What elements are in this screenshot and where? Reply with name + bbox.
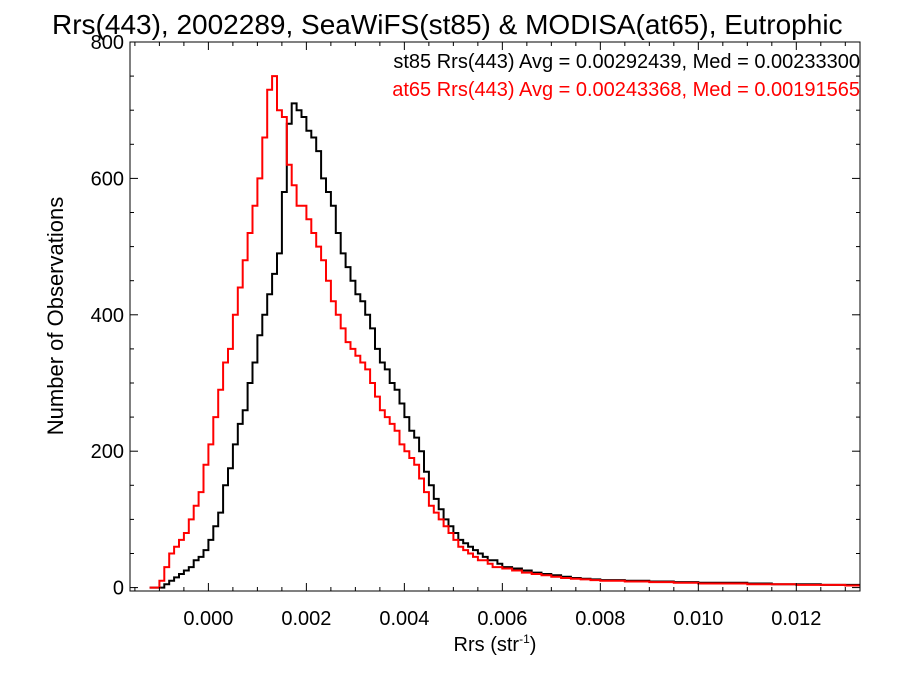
x-tick-label: 0.012 xyxy=(771,608,821,630)
y-axis-label: Number of Observations xyxy=(43,197,68,435)
series-layer xyxy=(149,75,860,589)
x-tick-label: 0.006 xyxy=(477,608,527,630)
x-tick-label: 0.004 xyxy=(379,608,429,630)
y-axis: 0 200 400 600 800 xyxy=(91,32,860,600)
y-tick-label: 800 xyxy=(91,32,124,54)
x-axis-label: Rrs (str-1) xyxy=(454,632,537,656)
y-tick-label: 400 xyxy=(91,305,124,327)
x-tick-label: 0.000 xyxy=(183,608,233,630)
series-st85-line xyxy=(149,102,860,589)
y-tick-label: 600 xyxy=(91,168,124,190)
chart-title: Rrs(443), 2002289, SeaWiFS(st85) & MODIS… xyxy=(52,9,843,40)
y-tick-label: 200 xyxy=(91,441,124,463)
x-tick-label: 0.002 xyxy=(281,608,331,630)
plot-frame xyxy=(129,41,861,592)
x-tick-label: 0.010 xyxy=(673,608,723,630)
x-axis: 0.000 0.002 0.004 0.006 0.008 0.010 0.012 xyxy=(134,42,846,630)
x-tick-label: 0.008 xyxy=(575,608,625,630)
y-tick-label: 0 xyxy=(113,578,124,600)
series-at65-line xyxy=(149,75,860,589)
annotation-st85: st85 Rrs(443) Avg = 0.00292439, Med = 0.… xyxy=(393,51,860,73)
annotation-at65: at65 Rrs(443) Avg = 0.00243368, Med = 0.… xyxy=(392,79,860,101)
